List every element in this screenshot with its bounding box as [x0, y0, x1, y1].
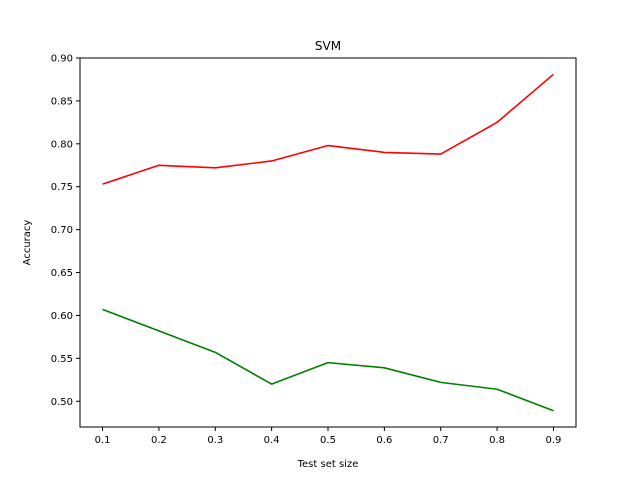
- y-tick-label: 0.50: [51, 397, 73, 408]
- x-tick-label: 0.7: [433, 435, 449, 446]
- y-tick-label: 0.70: [51, 225, 73, 236]
- series-line-1: [102, 73, 554, 185]
- y-tick-label: 0.55: [51, 354, 73, 365]
- y-tick-label: 0.75: [51, 182, 73, 193]
- x-tick-label: 0.9: [546, 435, 562, 446]
- x-tick-label: 0.4: [264, 435, 280, 446]
- x-tick-label: 0.8: [489, 435, 505, 446]
- y-tick-label: 0.60: [51, 311, 73, 322]
- series-line-2: [102, 308, 554, 412]
- x-tick-label: 0.5: [320, 435, 336, 446]
- x-tick-label: 0.1: [95, 435, 111, 446]
- x-tick-label: 0.6: [376, 435, 392, 446]
- y-tick-label: 0.85: [51, 96, 73, 107]
- x-axis-label: Test set size: [297, 459, 359, 470]
- y-axis-label: Accuracy: [22, 220, 33, 266]
- y-tick-label: 0.80: [51, 139, 73, 150]
- chart-title: SVM: [315, 39, 341, 53]
- x-tick-label: 0.3: [207, 435, 223, 446]
- y-tick-label: 0.65: [51, 268, 73, 279]
- plot-area: [102, 73, 554, 412]
- plot-frame: [79, 57, 577, 428]
- y-tick-label: 0.90: [51, 54, 73, 65]
- x-tick-label: 0.2: [151, 435, 167, 446]
